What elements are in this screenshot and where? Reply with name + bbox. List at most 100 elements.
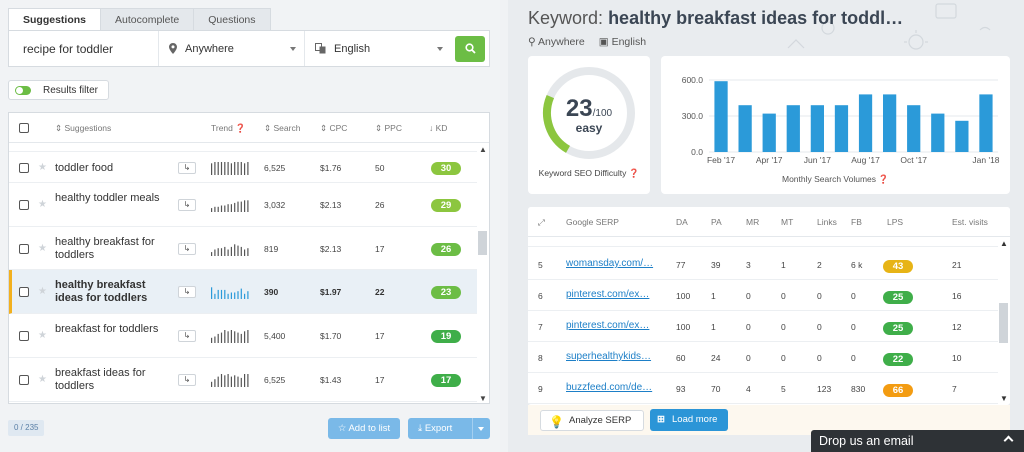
col-google-serp[interactable]: Google SERP <box>566 217 619 227</box>
scroll-up-icon[interactable]: ▲ <box>1000 239 1008 248</box>
search-volume: 390 <box>264 287 279 297</box>
search-button[interactable] <box>455 35 485 62</box>
serp-scrollbar[interactable]: ▲ ▼ <box>998 237 1010 405</box>
suggest-arrow-icon[interactable]: ↳ <box>178 161 196 174</box>
col-links[interactable]: Links <box>817 217 837 227</box>
bar-0[interactable] <box>714 81 728 152</box>
bar-10[interactable] <box>955 120 969 152</box>
bar-3[interactable] <box>786 105 800 152</box>
serp-row[interactable]: pinterest.com/ex… 7 100 1 0 0 0 0 12 25 <box>528 311 998 342</box>
keyword-search-input[interactable] <box>9 31 159 66</box>
bar-9[interactable] <box>931 113 945 152</box>
location-select[interactable]: Anywhere <box>159 31 305 66</box>
tab-suggestions[interactable]: Suggestions <box>8 8 102 30</box>
col-search[interactable]: ⇕ Search <box>264 123 301 133</box>
keyword-text[interactable]: breakfast ideas for toddlers <box>55 367 146 392</box>
col-kd[interactable]: ↓ KD <box>429 123 448 133</box>
table-row[interactable]: ★ breakfast for toddlers ↳ 5,400 $1.70 17 19 <box>9 314 479 358</box>
export-button[interactable]: ⤓ Export <box>408 418 490 439</box>
table-row[interactable]: ★ healthy toddler meals ↳ 3,032 $2.13 26 29 <box>9 183 479 227</box>
keyword-text[interactable]: healthy toddler meals <box>55 192 160 204</box>
suggest-arrow-icon[interactable]: ↳ <box>178 286 196 298</box>
col-da[interactable]: DA <box>676 217 688 227</box>
col-suggestions[interactable]: ⇕ Suggestions <box>55 123 112 133</box>
scroll-down-icon[interactable]: ▼ <box>1000 394 1008 403</box>
serp-url-link[interactable]: pinterest.com/ex… <box>566 320 650 331</box>
table-row[interactable]: ★ toddler food ↳ 6,525 $1.76 50 30 <box>9 152 479 183</box>
bar-11[interactable] <box>979 94 993 152</box>
row-checkbox[interactable] <box>19 375 29 385</box>
bar-8[interactable] <box>907 105 921 152</box>
language-select[interactable]: English <box>305 31 451 66</box>
serp-url-link[interactable]: superhealthykids… <box>566 351 652 362</box>
col-ppc[interactable]: ⇕ PPC <box>375 123 402 133</box>
drop-email-bar[interactable]: Drop us an email <box>811 430 1024 452</box>
serp-url-link[interactable]: womansday.com/… <box>566 258 654 269</box>
keyword-text[interactable]: toddler food <box>55 161 114 174</box>
col-cpc[interactable]: ⇕ CPC <box>320 123 348 133</box>
bar-2[interactable] <box>762 113 776 152</box>
plus-icon: ⊞ <box>657 414 665 425</box>
chevron-down-icon[interactable] <box>478 427 484 431</box>
scroll-up-icon[interactable]: ▲ <box>479 145 487 154</box>
table-row[interactable]: ★ healthy breakfast ideas for toddlers ↳ 39… <box>9 270 479 314</box>
add-to-list-button[interactable]: ☆ Add to list <box>328 418 400 439</box>
col-pa[interactable]: PA <box>711 217 722 227</box>
fb-value: 830 <box>851 384 866 394</box>
keyword-text[interactable]: healthy breakfast for toddlers <box>55 235 155 261</box>
scroll-thumb[interactable] <box>999 303 1008 343</box>
analyze-serp-button[interactable]: 💡 Analyze SERP <box>540 410 644 431</box>
star-icon[interactable]: ★ <box>38 330 47 341</box>
star-icon[interactable]: ★ <box>38 286 47 297</box>
table-scrollbar[interactable]: ▲ ▼ <box>477 143 489 403</box>
tab-questions[interactable]: Questions <box>193 8 271 30</box>
serp-url-link[interactable]: pinterest.com/ex… <box>566 289 650 300</box>
select-all-checkbox[interactable] <box>19 123 29 133</box>
bar-1[interactable] <box>738 105 752 152</box>
keyword-text[interactable]: breakfast for toddlers <box>55 323 159 335</box>
serp-rank: 9 <box>538 384 543 394</box>
trend-bar <box>230 330 232 343</box>
row-checkbox[interactable] <box>19 243 29 254</box>
row-checkbox[interactable] <box>19 162 29 173</box>
bar-5[interactable] <box>834 105 849 152</box>
suggest-arrow-icon[interactable]: ↳ <box>178 199 196 211</box>
scroll-down-icon[interactable]: ▼ <box>479 394 487 403</box>
results-filter-button[interactable]: Results filter <box>8 80 110 100</box>
star-icon[interactable]: ★ <box>38 242 47 254</box>
suggest-arrow-icon[interactable]: ↳ <box>178 330 196 342</box>
star-icon[interactable]: ★ <box>38 374 47 385</box>
row-checkbox[interactable] <box>19 331 29 341</box>
tab-autocomplete[interactable]: Autocomplete <box>100 8 195 30</box>
star-icon[interactable]: ★ <box>38 161 47 173</box>
serp-url-link[interactable]: buzzfeed.com/de… <box>566 382 653 393</box>
col-est-visits[interactable]: Est. visits <box>952 217 988 227</box>
scroll-thumb[interactable] <box>478 231 487 255</box>
load-more-button[interactable]: ⊞ Load more <box>650 409 728 431</box>
table-row[interactable]: ★ healthy breakfast for toddlers ↳ 819 $2.13… <box>9 227 479 270</box>
serp-row[interactable]: pinterest.com/ex… 6 100 1 0 0 0 0 16 25 <box>528 280 998 311</box>
col-lps[interactable]: LPS <box>887 217 904 227</box>
col-fb[interactable]: FB <box>851 217 862 227</box>
expand-icon[interactable]: ⤢ <box>538 217 545 227</box>
table-row[interactable]: ★ breakfast ideas for toddlers ↳ 6,525 $1.43… <box>9 358 479 402</box>
keyword-text[interactable]: healthy breakfast ideas for toddlers <box>55 279 148 304</box>
serp-row[interactable]: womansday.com/… 5 77 39 3 1 2 6 k 21 43 <box>528 249 998 280</box>
chevron-up-icon[interactable] <box>1003 435 1014 446</box>
col-mr[interactable]: MR <box>746 217 760 227</box>
row-checkbox[interactable] <box>19 287 29 297</box>
bar-7[interactable] <box>883 94 897 152</box>
row-checkbox[interactable] <box>19 200 29 210</box>
serp-row[interactable]: buzzfeed.com/de… 9 93 70 4 5 123 830 7 66 <box>528 373 998 404</box>
bar-4[interactable] <box>810 105 824 152</box>
filter-toggle[interactable] <box>15 85 31 95</box>
col-mt[interactable]: MT <box>781 217 794 227</box>
star-icon[interactable]: ★ <box>38 199 47 210</box>
suggest-arrow-icon[interactable]: ↳ <box>178 242 196 255</box>
serp-row[interactable]: superhealthykids… 8 60 24 0 0 0 0 10 22 <box>528 342 998 373</box>
trend-bar <box>211 337 213 343</box>
bar-6[interactable] <box>858 94 873 152</box>
col-trend[interactable]: Trend ❓ <box>211 123 246 133</box>
serp-header: ⤢ Google SERP DA PA MR MT Links FB LPS E… <box>528 207 1010 237</box>
suggest-arrow-icon[interactable]: ↳ <box>178 374 196 386</box>
